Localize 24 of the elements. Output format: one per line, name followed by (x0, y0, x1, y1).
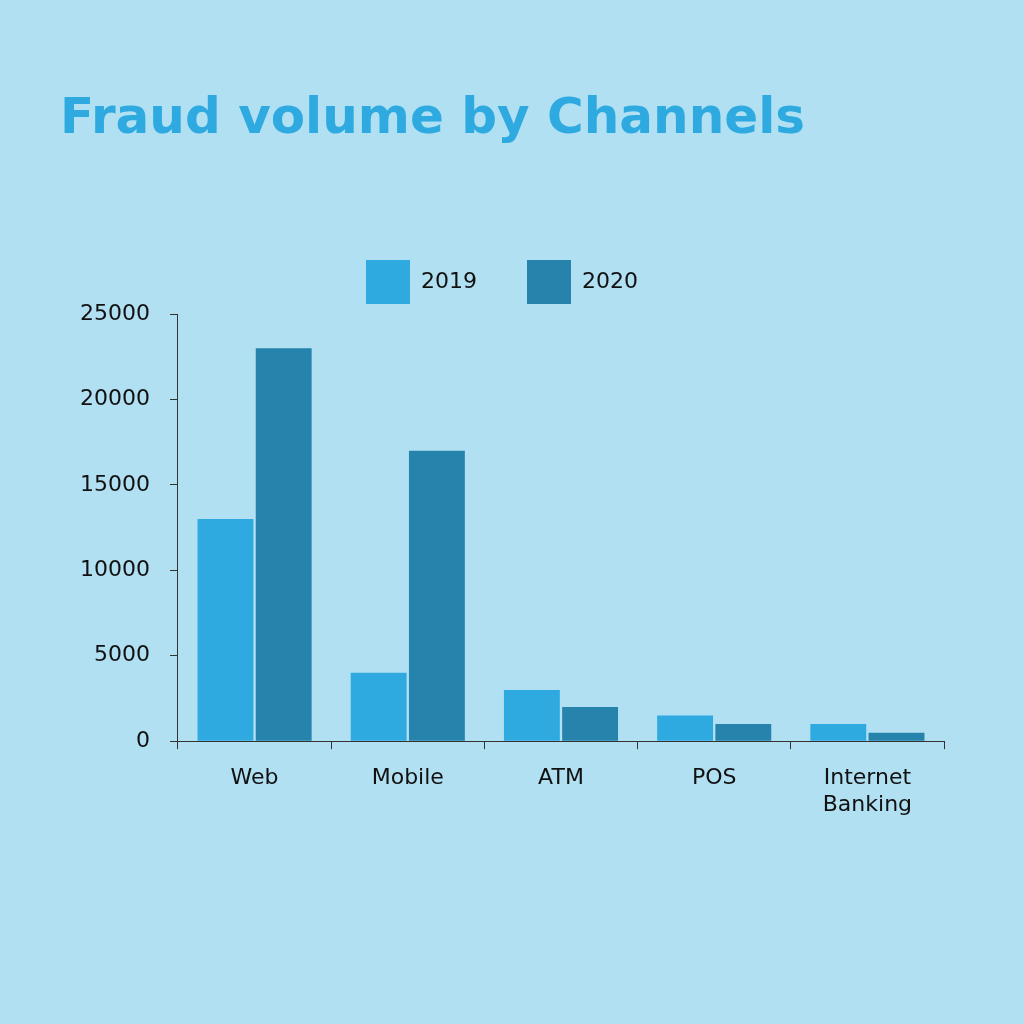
bar (350, 672, 407, 741)
chart-title: Fraud volume by Channels (60, 86, 806, 145)
bar (503, 689, 560, 741)
legend-label: 2020 (582, 267, 638, 293)
x-tick-label: Internet Banking (822, 764, 913, 816)
bar (715, 724, 772, 741)
y-tick-label: 20000 (79, 385, 150, 411)
x-tick-label: ATM (538, 764, 584, 790)
y-tick-label: 5000 (93, 641, 150, 667)
x-tick-label: POS (691, 764, 737, 790)
x-tick-label: Mobile (371, 764, 444, 790)
legend-label: 2019 (421, 267, 478, 293)
bar (408, 450, 465, 741)
y-tick-label: 25000 (79, 299, 150, 325)
y-tick-label: 10000 (79, 556, 150, 582)
bar (657, 715, 714, 741)
bar (255, 348, 312, 741)
bar (197, 519, 254, 741)
bar (868, 732, 925, 741)
y-tick-label: 15000 (79, 470, 150, 496)
x-tick-label: Web (230, 764, 279, 790)
bar (810, 724, 867, 741)
bar (562, 707, 619, 741)
y-tick-label: 0 (135, 726, 150, 752)
